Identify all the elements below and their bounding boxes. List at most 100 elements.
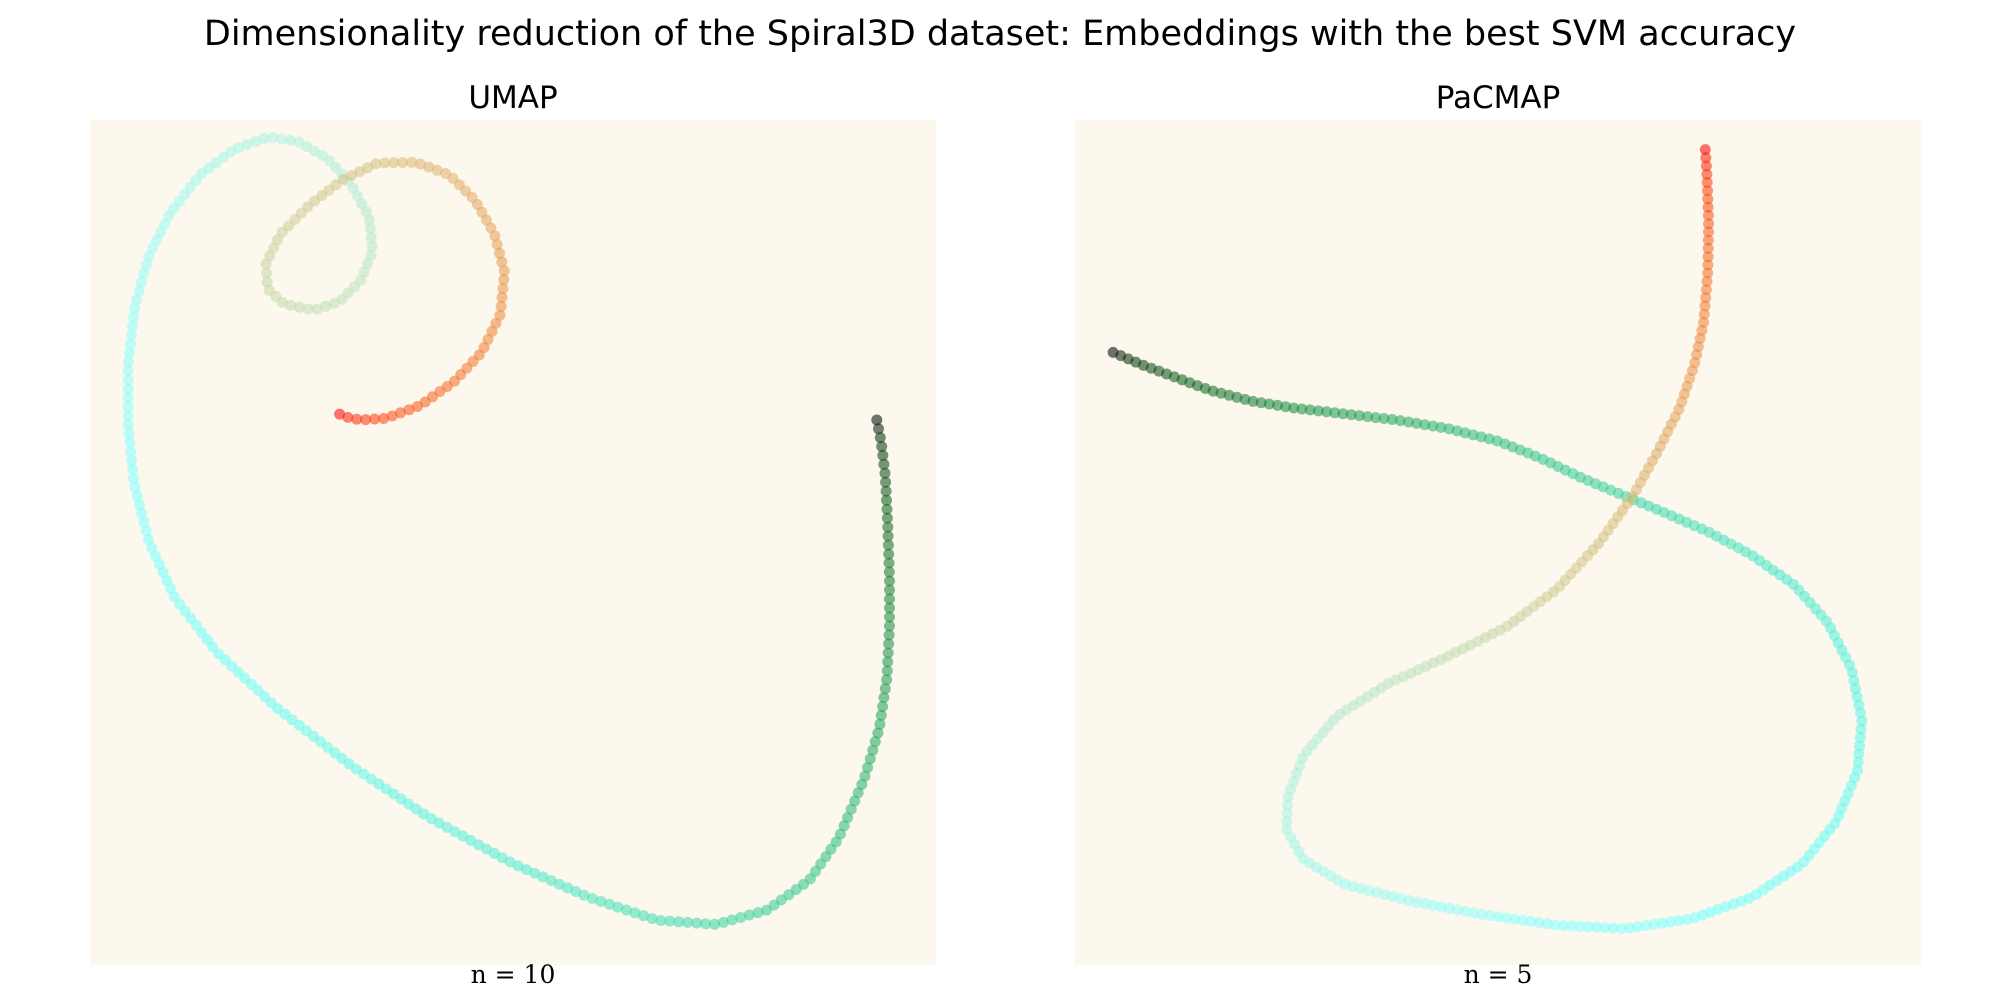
pacmap-point [1702,193,1714,205]
pacmap-point [1648,918,1660,930]
umap-point [881,512,893,524]
pacmap-point [1525,916,1537,927]
umap-point [165,583,177,595]
umap-point [884,611,895,623]
umap-point [545,875,557,886]
umap-point [366,241,378,252]
umap-point [603,898,615,910]
umap-point [700,918,712,930]
pacmap-point [1304,404,1316,416]
umap-point [880,476,892,488]
pacmap-point [1854,707,1866,719]
umap-point [168,591,180,603]
pacmap-point [1632,921,1644,933]
umap-point [126,455,138,467]
pacmap-point [1699,300,1711,312]
umap-point [249,136,261,147]
umap-point [140,525,152,537]
umap-point [122,392,134,404]
umap-point [879,683,891,695]
pacmap-point [1703,226,1714,238]
umap-point [520,864,532,876]
umap-point [363,214,375,226]
pacmap-point [1247,395,1259,407]
umap-point [491,239,503,251]
umap-point [709,918,721,930]
pacmap-point [1281,824,1292,836]
pacmap-point [1701,177,1713,188]
umap-point [131,294,143,306]
umap-point [136,276,147,288]
umap-point [852,787,864,799]
pacmap-point [1282,799,1294,811]
umap-point [595,895,607,907]
umap-point [342,411,354,423]
umap-point [128,473,139,484]
umap-panel-title: UMAP [468,80,558,116]
umap-point [586,893,598,904]
umap-point [395,407,407,419]
umap-point [859,770,871,782]
umap-point [122,419,134,431]
umap-point [664,915,676,927]
pacmap-point [1599,922,1611,934]
umap-point [260,258,272,270]
pacmap-point [1640,920,1652,931]
umap-point [127,464,139,475]
pacmap-point [1281,807,1293,819]
umap-point [872,727,884,739]
umap-point [378,413,390,424]
umap-point [691,917,703,929]
pacmap-point [1853,748,1865,760]
pacmap-point [1681,913,1693,925]
figure-suptitle: Dimensionality reduction of the Spiral3D… [203,14,1797,54]
umap-point [124,347,135,359]
pacmap-point [1337,408,1349,420]
umap-point [127,320,138,332]
umap-point [717,916,729,928]
umap-point [431,164,443,176]
pacmap-point [1700,284,1712,296]
umap-point [877,449,889,461]
umap-point [136,507,148,519]
umap-point [874,718,886,730]
umap-point [578,889,590,901]
umap-point [365,232,377,244]
pacmap-point [1698,316,1710,328]
umap-point [884,584,895,596]
umap-point [570,886,582,897]
pacmap-point [1702,259,1714,271]
pacmap-point [1699,144,1711,156]
umap-point [497,283,509,294]
umap-point [726,914,738,926]
umap-point [412,401,423,412]
pacmap-point [1394,415,1406,427]
pacmap-point [1656,917,1668,929]
umap-plot-area [90,120,936,965]
umap-point [388,157,400,169]
umap-point [849,795,861,807]
umap-point [874,432,886,444]
umap-point [423,161,435,173]
umap-point [752,907,764,919]
umap-point [129,481,141,493]
umap-point [496,256,508,268]
pacmap-point [1702,267,1714,279]
umap-point [320,300,332,312]
umap-point [138,516,150,528]
umap-point [261,267,273,279]
umap-point [397,157,409,168]
umap-point [146,542,158,554]
umap-point [496,291,508,303]
umap-point [362,162,374,174]
pacmap-point [1378,413,1390,424]
umap-point [883,548,895,560]
umap-point [414,158,426,170]
pacmap-point [1702,251,1714,263]
umap-point [364,223,376,235]
pacmap-point [1509,913,1521,925]
umap-point [845,803,857,815]
umap-point [494,247,505,259]
pacmap-point [1702,234,1714,246]
